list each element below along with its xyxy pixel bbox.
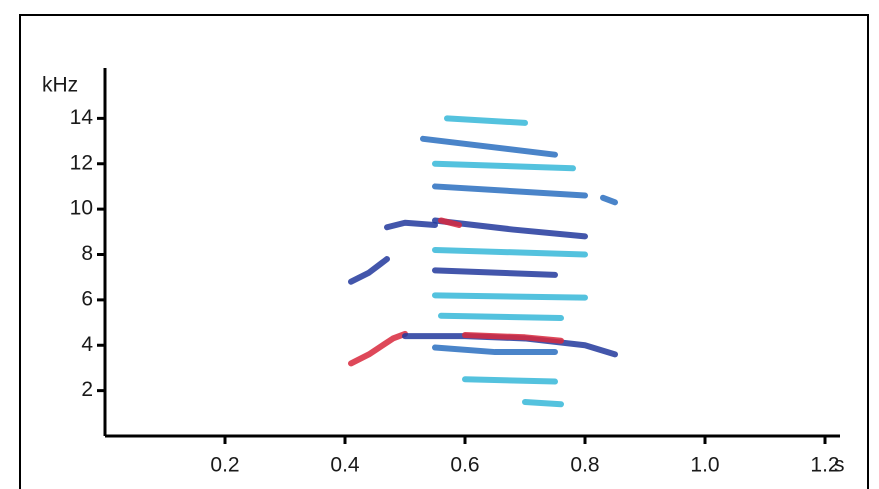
y-tick-label: 12: [70, 151, 93, 174]
x-tick-label: 1.2: [810, 454, 839, 477]
spectral-streak: [348, 256, 390, 285]
spectral-streak: [432, 183, 588, 199]
spectral-streak: [438, 312, 564, 322]
x-tick-label: 0.6: [450, 454, 479, 477]
y-tick-label: 14: [70, 106, 94, 129]
x-tick-label: 0.2: [210, 454, 239, 477]
spectral-streak: [522, 398, 564, 408]
spectral-streak: [432, 246, 588, 258]
spectral-streak: [600, 194, 618, 206]
spectral-streak: [438, 217, 462, 229]
y-tick-label: 8: [81, 242, 93, 265]
x-axis-label: s: [834, 454, 845, 477]
spectral-streak: [432, 267, 558, 278]
x-tick-label: 0.8: [570, 454, 599, 477]
y-tick-label: 2: [81, 378, 93, 401]
y-tick-label: 4: [81, 333, 93, 356]
spectral-streak: [432, 292, 588, 301]
x-tick-label: 0.4: [330, 454, 360, 477]
spectral-streak: [432, 160, 576, 172]
y-axis-label: kHz: [42, 74, 78, 97]
frame: [19, 14, 869, 489]
spectral-streak: [444, 115, 528, 126]
spectral-streak: [432, 344, 558, 356]
spectral-streak: [462, 376, 558, 385]
y-tick-label: 10: [70, 197, 93, 220]
spectral-streak: [420, 135, 558, 158]
spectral-streak: [348, 330, 408, 367]
spectral-streak: [462, 332, 564, 344]
y-tick-label: 6: [81, 287, 93, 310]
x-tick-label: 1.0: [690, 454, 719, 477]
spectral-streak: [384, 219, 438, 231]
